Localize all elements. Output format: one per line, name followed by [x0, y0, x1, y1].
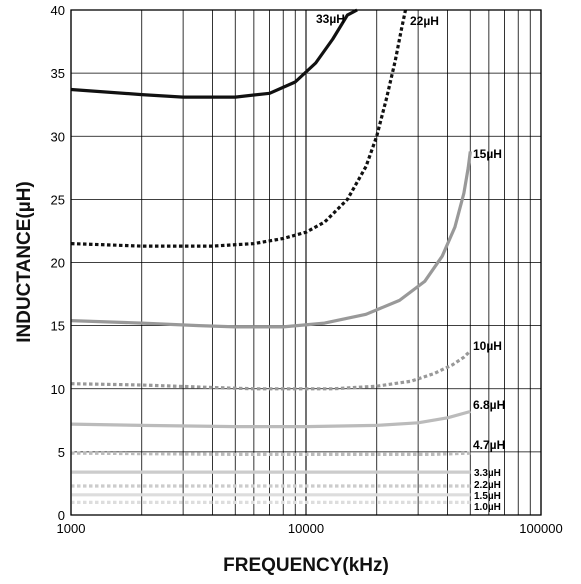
series-lines	[70, 8, 472, 504]
series-label-6: 3.3µH	[474, 468, 501, 479]
series-line-5	[70, 451, 471, 456]
x-tick-label: 10000	[288, 521, 324, 536]
x-tick-labels: 1000 10000 100000	[57, 521, 563, 536]
series-label-8: 1.5µH	[474, 491, 501, 502]
y-tick-label: 30	[51, 129, 65, 144]
series-line-0	[70, 8, 358, 99]
series-label-5: 4.7µH	[473, 438, 505, 452]
series-line-2	[70, 151, 472, 329]
y-axis-label: INDUCTANCE(µH)	[14, 181, 35, 343]
y-tick-label: 25	[51, 192, 65, 207]
y-tick-label: 15	[51, 319, 65, 334]
y-tick-label: 20	[51, 256, 65, 271]
series-label-3: 10µH	[473, 339, 502, 353]
y-tick-label: 10	[51, 382, 65, 397]
x-tick-label: 100000	[519, 521, 562, 536]
series-labels: 33µH 22µH 15µH 10µH 6.8µH 4.7µH 3.3µH2.2µH1.5µ…	[316, 12, 505, 513]
series-label-7: 2.2µH	[474, 480, 501, 491]
y-tick-label: 0	[58, 508, 65, 523]
series-label-2: 15µH	[473, 147, 502, 161]
grid	[70, 9, 542, 516]
series-line-1	[70, 9, 408, 248]
y-tick-labels: 0 5 10 15 20 25 30 35 40	[51, 3, 65, 523]
series-label-9: 1.0µH	[474, 502, 501, 513]
plot-border	[70, 9, 542, 516]
series-label-0: 33µH	[316, 12, 345, 26]
series-label-4: 6.8µH	[473, 398, 505, 412]
series-line-3	[70, 349, 472, 391]
y-tick-label: 5	[58, 445, 65, 460]
x-axis-label: FREQUENCY(kHz)	[223, 555, 389, 576]
series-line-4	[70, 409, 471, 429]
x-tick-label: 1000	[57, 521, 86, 536]
y-tick-label: 40	[51, 3, 65, 18]
series-label-1: 22µH	[410, 14, 439, 28]
y-tick-label: 35	[51, 66, 65, 81]
plot-frame	[70, 9, 542, 516]
